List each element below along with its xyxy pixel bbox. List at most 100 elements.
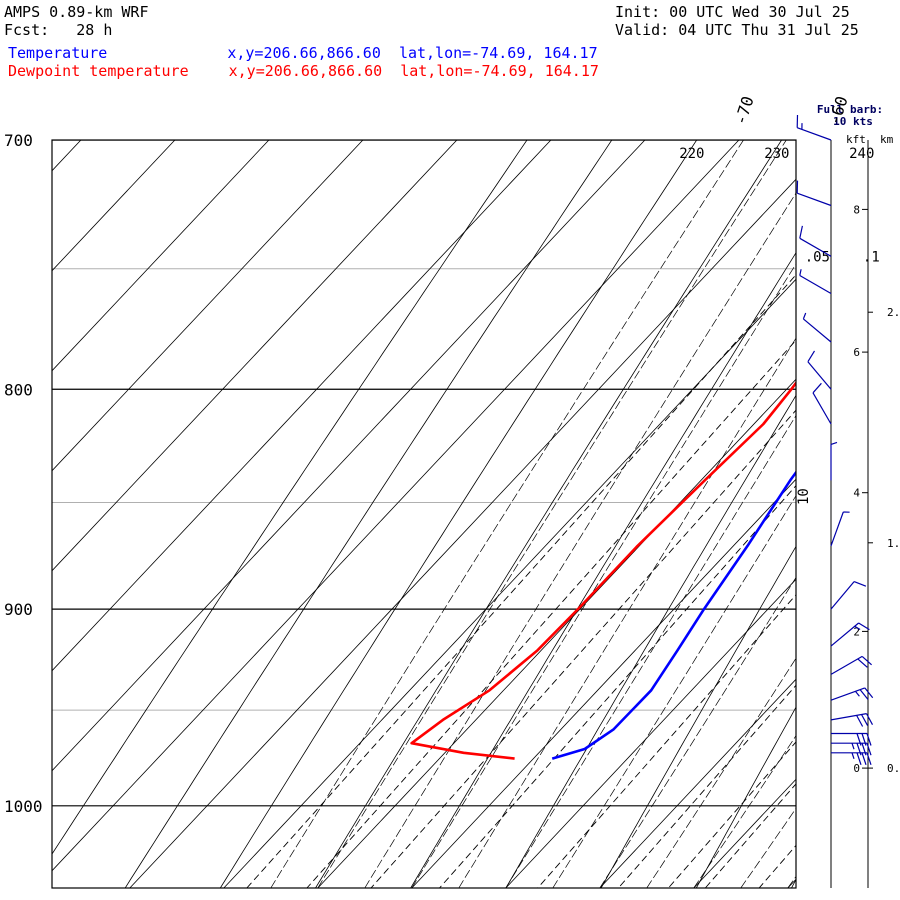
moist-adiabat bbox=[458, 337, 796, 888]
moist-adiabat bbox=[599, 576, 796, 888]
wind-barb-flag bbox=[856, 752, 862, 765]
dry-adiabat bbox=[505, 394, 796, 888]
wind-barb bbox=[830, 511, 850, 547]
fcst-label: Fcst: bbox=[4, 21, 50, 39]
km-tick-label: 2. bbox=[887, 306, 900, 319]
isotherm bbox=[52, 140, 458, 572]
isotherm bbox=[411, 478, 796, 888]
wind-barb bbox=[796, 180, 832, 207]
wind-barb-flag bbox=[866, 752, 872, 765]
barb-note-line2: 10 kts bbox=[833, 115, 873, 128]
wind-barb bbox=[831, 732, 872, 746]
wind-barb-flag bbox=[856, 715, 864, 727]
wind-barb-flag bbox=[861, 743, 867, 756]
mixing-ratio-line bbox=[306, 339, 796, 888]
wind-barb-shaft bbox=[830, 581, 855, 610]
wind-barb bbox=[799, 269, 832, 295]
wind-barb-shaft bbox=[812, 392, 832, 425]
temperature-tick-label: -70 bbox=[731, 94, 758, 127]
dry-adiabat bbox=[52, 140, 528, 855]
moist-adiabat bbox=[882, 140, 900, 888]
km-tick-label: 1. bbox=[887, 537, 900, 550]
theta-label: 220 bbox=[679, 146, 704, 162]
wind-barb-flag bbox=[853, 581, 867, 587]
wind-barb-shaft bbox=[830, 687, 866, 701]
legend-dewpoint-latlon: lat,lon=-74.69, 164.17 bbox=[400, 62, 599, 80]
legend-temperature-latlon: lat,lon=-74.69, 164.17 bbox=[398, 44, 598, 62]
mixing-ratio-line bbox=[370, 409, 796, 888]
kft-axis-label: kft bbox=[846, 133, 866, 146]
dry-adiabat bbox=[695, 706, 796, 888]
isotherm bbox=[52, 140, 270, 372]
wind-barb-flag bbox=[857, 658, 868, 668]
pressure-tick-label: 700 bbox=[4, 131, 33, 150]
dry-adiabat bbox=[315, 140, 782, 888]
theta-label: 240 bbox=[849, 146, 874, 162]
wind-barb bbox=[830, 581, 867, 610]
wind-barb-flag bbox=[858, 622, 870, 631]
wind-barb-shaft bbox=[830, 622, 859, 647]
mixing-ratio-line bbox=[246, 274, 796, 888]
km-axis-label: km bbox=[880, 133, 894, 146]
isotherm bbox=[52, 140, 82, 172]
wind-barb-flag bbox=[807, 350, 816, 363]
plot-area bbox=[52, 140, 900, 888]
isotherm bbox=[599, 678, 796, 888]
km-tick-label: 0. bbox=[887, 762, 900, 775]
wind-barb-half-flag bbox=[851, 743, 855, 750]
wind-barb-flag bbox=[864, 687, 874, 699]
legend-temperature-label: Temperature bbox=[8, 44, 108, 62]
mixing-ratio-line bbox=[537, 594, 796, 888]
wind-barb-flag bbox=[860, 714, 869, 726]
wind-barb bbox=[830, 655, 872, 675]
wind-barb bbox=[831, 742, 872, 756]
wind-barb bbox=[830, 687, 874, 701]
isotherm bbox=[52, 140, 552, 672]
moist-adiabat bbox=[364, 192, 796, 888]
moist-adiabat bbox=[646, 657, 796, 888]
kft-tick-label: 4 bbox=[853, 487, 860, 500]
plot-border bbox=[51, 139, 797, 889]
dry-adiabat bbox=[887, 140, 900, 888]
pressure-tick-label: 800 bbox=[4, 380, 33, 399]
isotherm bbox=[52, 140, 176, 272]
wind-barb-half-flag bbox=[851, 752, 855, 759]
moist-adiabat bbox=[411, 263, 796, 888]
wind-barb bbox=[799, 225, 832, 257]
wind-barb-flag bbox=[865, 713, 874, 725]
temperature-trace bbox=[551, 470, 796, 760]
wind-barb-half-flag bbox=[830, 441, 838, 445]
dry-adiabat bbox=[219, 140, 698, 888]
pressure-tick-label: 900 bbox=[4, 600, 33, 619]
moist-adiabat bbox=[693, 735, 796, 888]
wind-barb bbox=[796, 114, 832, 141]
wind-barb-flag bbox=[861, 733, 867, 746]
wind-barb-half-flag bbox=[802, 312, 807, 320]
wind-barb-flag bbox=[812, 382, 822, 394]
legend: Temperature x,y=206.66,866.60 lat,lon=-74… bbox=[8, 44, 599, 80]
isotherm bbox=[882, 140, 900, 888]
legend-dewpoint-label: Dewpoint temperature bbox=[8, 62, 189, 80]
header-left: AMPS 0.89-km WRF Fcst: 28 h bbox=[4, 3, 149, 39]
isotherm bbox=[505, 578, 796, 888]
wind-barb-shaft bbox=[799, 237, 832, 257]
isotherm bbox=[129, 178, 796, 888]
wind-barb-shaft bbox=[830, 655, 863, 675]
wind-barb-flag bbox=[856, 743, 862, 756]
dry-adiabat bbox=[124, 140, 613, 888]
moist-adiabat bbox=[505, 414, 796, 888]
legend-temperature-xy: x,y=206.66,866.60 bbox=[227, 44, 381, 62]
legend-dewpoint-xy: x,y=206.66,866.60 bbox=[228, 62, 383, 80]
pressure-tick-label: 1000 bbox=[4, 797, 43, 816]
fcst-value: 28 h bbox=[76, 21, 113, 39]
wind-barb-shaft bbox=[830, 511, 844, 547]
wind-barb-flag bbox=[859, 689, 869, 700]
dewpoint-trace bbox=[410, 380, 796, 760]
kft-tick-label: 6 bbox=[853, 346, 860, 359]
model-title: AMPS 0.89-km WRF bbox=[4, 3, 149, 21]
isotherm bbox=[52, 140, 364, 472]
isotherm bbox=[52, 140, 740, 872]
mixing-ratio-label: .05 bbox=[805, 249, 830, 265]
wind-barb bbox=[831, 752, 872, 765]
moist-adiabat bbox=[317, 140, 787, 888]
